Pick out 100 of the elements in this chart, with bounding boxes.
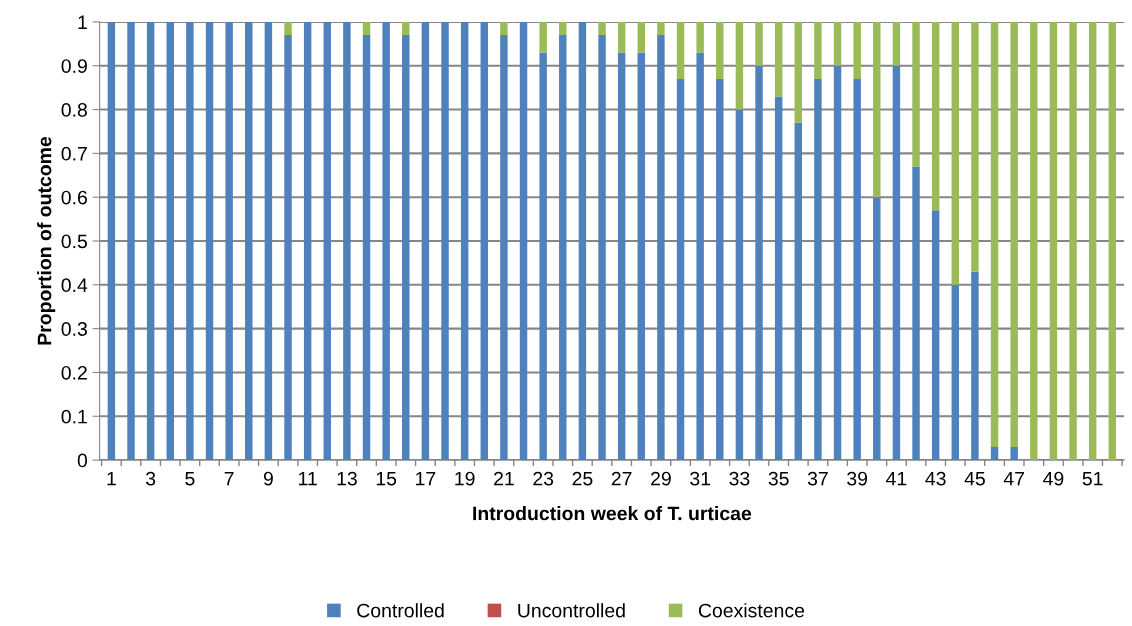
y-tick-label: 0.1 bbox=[61, 409, 87, 424]
bar bbox=[539, 52, 547, 461]
bar bbox=[676, 21, 685, 79]
legend-label: Controlled bbox=[357, 603, 444, 618]
x-tick-label: 23 bbox=[533, 471, 554, 486]
y-tick-label: 0.3 bbox=[61, 322, 87, 336]
y-tick-label: 0.4 bbox=[61, 278, 88, 293]
bar bbox=[441, 21, 449, 461]
bar bbox=[931, 210, 940, 461]
bar bbox=[814, 78, 822, 461]
y-tick-label: 0.2 bbox=[61, 365, 87, 380]
x-tick-label: 39 bbox=[847, 471, 868, 486]
bar bbox=[990, 21, 999, 447]
bar bbox=[598, 35, 606, 461]
bar bbox=[539, 21, 547, 53]
bar bbox=[912, 21, 920, 167]
bar bbox=[1010, 446, 1018, 461]
bar bbox=[500, 21, 508, 36]
bar bbox=[755, 65, 763, 461]
bar bbox=[617, 52, 626, 461]
bar bbox=[225, 21, 233, 461]
x-tick-label: 3 bbox=[145, 471, 156, 486]
bar bbox=[814, 21, 822, 79]
bar bbox=[892, 65, 901, 461]
bar bbox=[657, 35, 665, 461]
x-tick-label: 35 bbox=[768, 471, 789, 486]
y-axis-title: Proportion of outcome bbox=[37, 136, 56, 345]
x-tick-label: 1 bbox=[107, 471, 116, 486]
x-tick-label: 19 bbox=[455, 471, 475, 486]
bar bbox=[1069, 21, 1077, 461]
x-tick-label: 5 bbox=[185, 471, 195, 486]
x-tick-label: 7 bbox=[224, 471, 234, 486]
x-tick-label: 33 bbox=[729, 471, 750, 486]
bar bbox=[755, 21, 763, 66]
x-tick-label: 49 bbox=[1043, 471, 1064, 486]
bar bbox=[362, 35, 371, 461]
x-tick-label: 47 bbox=[1003, 471, 1025, 486]
bar bbox=[323, 21, 331, 461]
x-tick-label: 43 bbox=[925, 471, 946, 486]
bar bbox=[578, 21, 587, 461]
bar bbox=[598, 21, 606, 36]
bar bbox=[362, 21, 371, 36]
y-tick-label: 0.5 bbox=[61, 234, 87, 249]
bar bbox=[166, 21, 174, 461]
y-tick-label: 0 bbox=[77, 453, 88, 468]
x-tick-label: 41 bbox=[886, 471, 907, 486]
x-tick-label: 31 bbox=[690, 471, 711, 486]
bar bbox=[245, 21, 253, 461]
y-tick-label: 1 bbox=[78, 15, 87, 29]
bar bbox=[1049, 21, 1058, 461]
bar bbox=[1108, 21, 1117, 461]
bar bbox=[1088, 21, 1097, 461]
bar bbox=[676, 78, 685, 461]
legend-label: Uncontrolled bbox=[518, 603, 625, 618]
bar bbox=[990, 446, 999, 461]
bar bbox=[735, 21, 744, 110]
y-tick-label: 0.7 bbox=[61, 146, 87, 161]
bar bbox=[637, 52, 646, 461]
bar bbox=[343, 21, 351, 461]
bar bbox=[421, 21, 430, 461]
bar bbox=[774, 96, 783, 461]
y-tick-label: 0.8 bbox=[61, 103, 87, 117]
bar bbox=[402, 21, 410, 36]
bar bbox=[460, 21, 469, 461]
bar bbox=[951, 284, 960, 461]
bar bbox=[931, 21, 940, 211]
bar bbox=[107, 21, 116, 461]
bar bbox=[696, 21, 704, 53]
bar bbox=[833, 21, 842, 66]
x-tick-label: 29 bbox=[651, 471, 671, 486]
bar bbox=[873, 197, 881, 461]
bar bbox=[480, 21, 489, 461]
bar bbox=[912, 166, 920, 461]
bar bbox=[794, 21, 803, 123]
x-tick-label: 51 bbox=[1082, 471, 1103, 486]
bar bbox=[853, 21, 861, 79]
bar bbox=[402, 35, 410, 461]
bar bbox=[303, 21, 312, 461]
x-axis-title: Introduction week of T. urticae bbox=[473, 506, 752, 521]
bar bbox=[833, 65, 842, 461]
bar bbox=[127, 21, 135, 461]
bar bbox=[186, 21, 194, 461]
bar bbox=[559, 35, 567, 461]
x-tick-label: 13 bbox=[337, 471, 357, 486]
y-tick-label: 0.6 bbox=[61, 190, 87, 205]
x-tick-label: 11 bbox=[299, 471, 317, 486]
x-tick-label: 21 bbox=[494, 471, 514, 486]
bar bbox=[774, 21, 783, 97]
bar bbox=[853, 78, 861, 461]
bar bbox=[735, 109, 744, 461]
x-tick-label: 9 bbox=[263, 471, 273, 486]
bar bbox=[794, 122, 803, 461]
x-tick-label: 15 bbox=[376, 471, 397, 486]
bar bbox=[716, 78, 724, 461]
bar bbox=[657, 21, 665, 36]
x-tick-label: 37 bbox=[807, 471, 828, 486]
bar bbox=[264, 21, 273, 461]
bar bbox=[500, 35, 508, 461]
x-tick-label: 45 bbox=[964, 471, 985, 486]
bar bbox=[637, 21, 646, 53]
